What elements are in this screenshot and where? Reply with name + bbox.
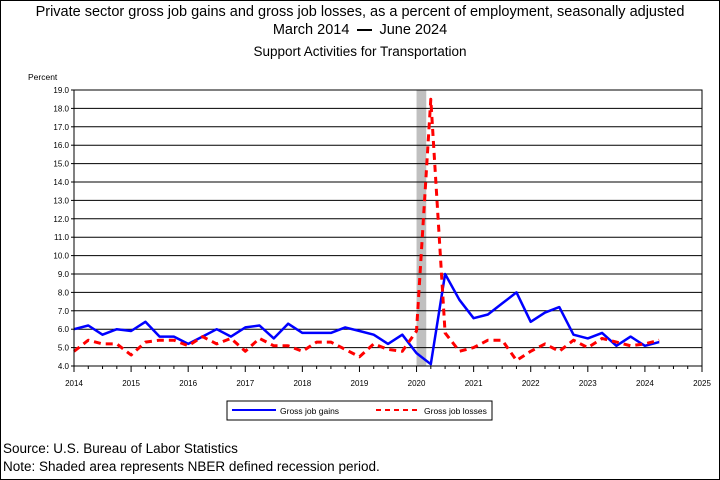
x-tick-label: 2020 [408,379,426,388]
x-tick-label: 2017 [236,379,254,388]
x-tick-label: 2021 [465,379,483,388]
y-axis-label: Percent [28,72,58,82]
x-tick-label: 2022 [522,379,540,388]
x-tick-label: 2018 [293,379,311,388]
y-tick-label: 12.0 [53,215,69,224]
y-tick-label: 13.0 [53,196,69,205]
y-tick-label: 16.0 [53,141,69,150]
legend-losses-label: Gross job losses [424,406,487,416]
y-tick-label: 19.0 [53,86,69,95]
y-tick-label: 11.0 [54,233,70,242]
y-tick-label: 7.0 [58,307,70,316]
y-tick-label: 10.0 [53,252,69,261]
y-tick-label: 17.0 [53,123,69,132]
x-tick-label: 2014 [65,379,83,388]
x-tick-label: 2024 [636,379,654,388]
chart-date-range: March 2014 June 2024 [0,21,720,39]
recession-shading [416,90,427,366]
y-tick-label: 6.0 [58,325,70,334]
y-tick-label: 15.0 [53,160,69,169]
y-tick-label: 8.0 [58,288,70,297]
y-tick-label: 4.0 [58,362,70,371]
plot-area [73,89,703,367]
y-tick-label: 14.0 [53,178,69,187]
gains-line [73,272,660,366]
x-tick-label: 2025 [693,379,711,388]
source-note: Source: U.S. Bureau of Labor Statistics [3,441,238,456]
losses-line [73,97,660,362]
y-tick-label: 5.0 [58,344,70,353]
x-tick-label: 2016 [179,379,197,388]
x-tick-label: 2023 [579,379,597,388]
date-range-end: June 2024 [379,22,448,38]
chart-subtitle: Support Activities for Transportation [253,44,467,59]
legend-box [226,400,493,421]
legend-gains-label: Gross job gains [280,406,339,416]
x-tick-label: 2015 [122,379,140,388]
recession-note: Note: Shaded area represents NBER define… [3,459,380,474]
y-tick-label: 18.0 [53,104,69,113]
chart-title: Private sector gross job gains and gross… [35,4,685,20]
y-tick-label: 9.0 [58,270,70,279]
date-range-dash [357,29,373,32]
x-tick-label: 2019 [351,379,369,388]
legend: Gross job gains Gross job losses [226,400,493,421]
date-range-start: March 2014 [272,22,350,38]
